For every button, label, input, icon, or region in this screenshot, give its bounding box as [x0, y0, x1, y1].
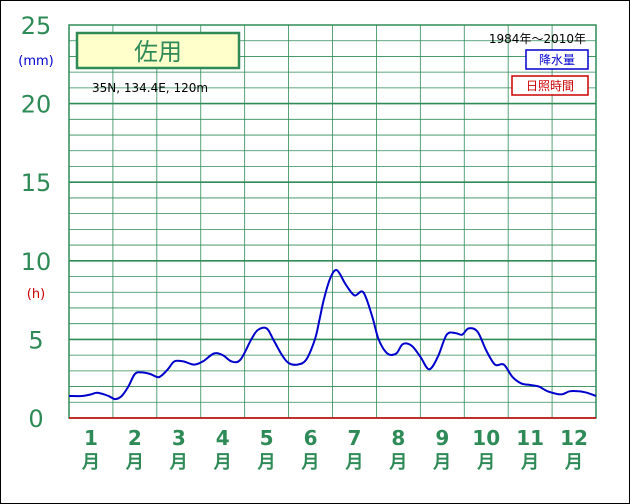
series-layer [68, 269, 597, 419]
period-label: 1984年～2010年 [489, 32, 586, 46]
y-tick-label: 10 [21, 248, 52, 276]
legend-box-sunshine [511, 75, 589, 96]
x-tick-month-suffix: 月 [81, 452, 100, 473]
legend-sunshine: 日照時間 [526, 79, 574, 93]
y-unit-mid: (h) [27, 287, 45, 302]
legend-box-precipitation [525, 49, 589, 70]
x-tick-month-number: 3 [172, 426, 186, 450]
y-tick-label: 25 [21, 12, 52, 40]
x-tick-month-number: 7 [347, 426, 361, 450]
x-tick-month-suffix: 月 [476, 452, 495, 473]
chart-title: 佐用 [134, 38, 182, 66]
x-tick-month-number: 2 [128, 426, 142, 450]
y-tick-label: 5 [28, 326, 43, 354]
x-tick-month-number: 12 [560, 426, 588, 450]
x-tick-month-suffix: 月 [564, 452, 583, 473]
x-tick-month-number: 8 [391, 426, 405, 450]
x-tick-month-suffix: 月 [344, 452, 363, 473]
x-tick-month-number: 5 [260, 426, 274, 450]
x-tick-month-suffix: 月 [213, 452, 232, 473]
x-tick-month-number: 11 [516, 426, 544, 450]
y-unit-top: (mm) [18, 54, 53, 69]
minor-gridlines [69, 25, 596, 418]
x-tick-month-number: 9 [435, 426, 449, 450]
x-tick-month-suffix: 月 [388, 452, 407, 473]
y-axis-tick-labels: 0 5 10 15 20 25 [21, 12, 52, 433]
title-box [75, 31, 241, 70]
x-tick-month-suffix: 月 [169, 452, 188, 473]
x-tick-month-suffix: 月 [301, 452, 320, 473]
location-label: 35N, 134.4E, 120m [92, 81, 208, 95]
x-tick-month-suffix: 月 [432, 452, 451, 473]
legend-precipitation: 降水量 [539, 53, 575, 67]
x-tick-month-number: 10 [472, 426, 500, 450]
x-tick-month-suffix: 月 [125, 452, 144, 473]
x-tick-month-suffix: 月 [257, 452, 276, 473]
x-tick-month-number: 6 [304, 426, 318, 450]
x-tick-month-suffix: 月 [520, 452, 539, 473]
y-tick-label: 0 [28, 405, 43, 433]
y-tick-label: 15 [21, 169, 52, 197]
major-gridlines [69, 102, 596, 341]
x-tick-month-number: 1 [84, 426, 98, 450]
x-tick-month-number: 4 [216, 426, 230, 450]
precipitation-series-line [68, 269, 597, 401]
y-tick-label: 20 [21, 91, 52, 119]
